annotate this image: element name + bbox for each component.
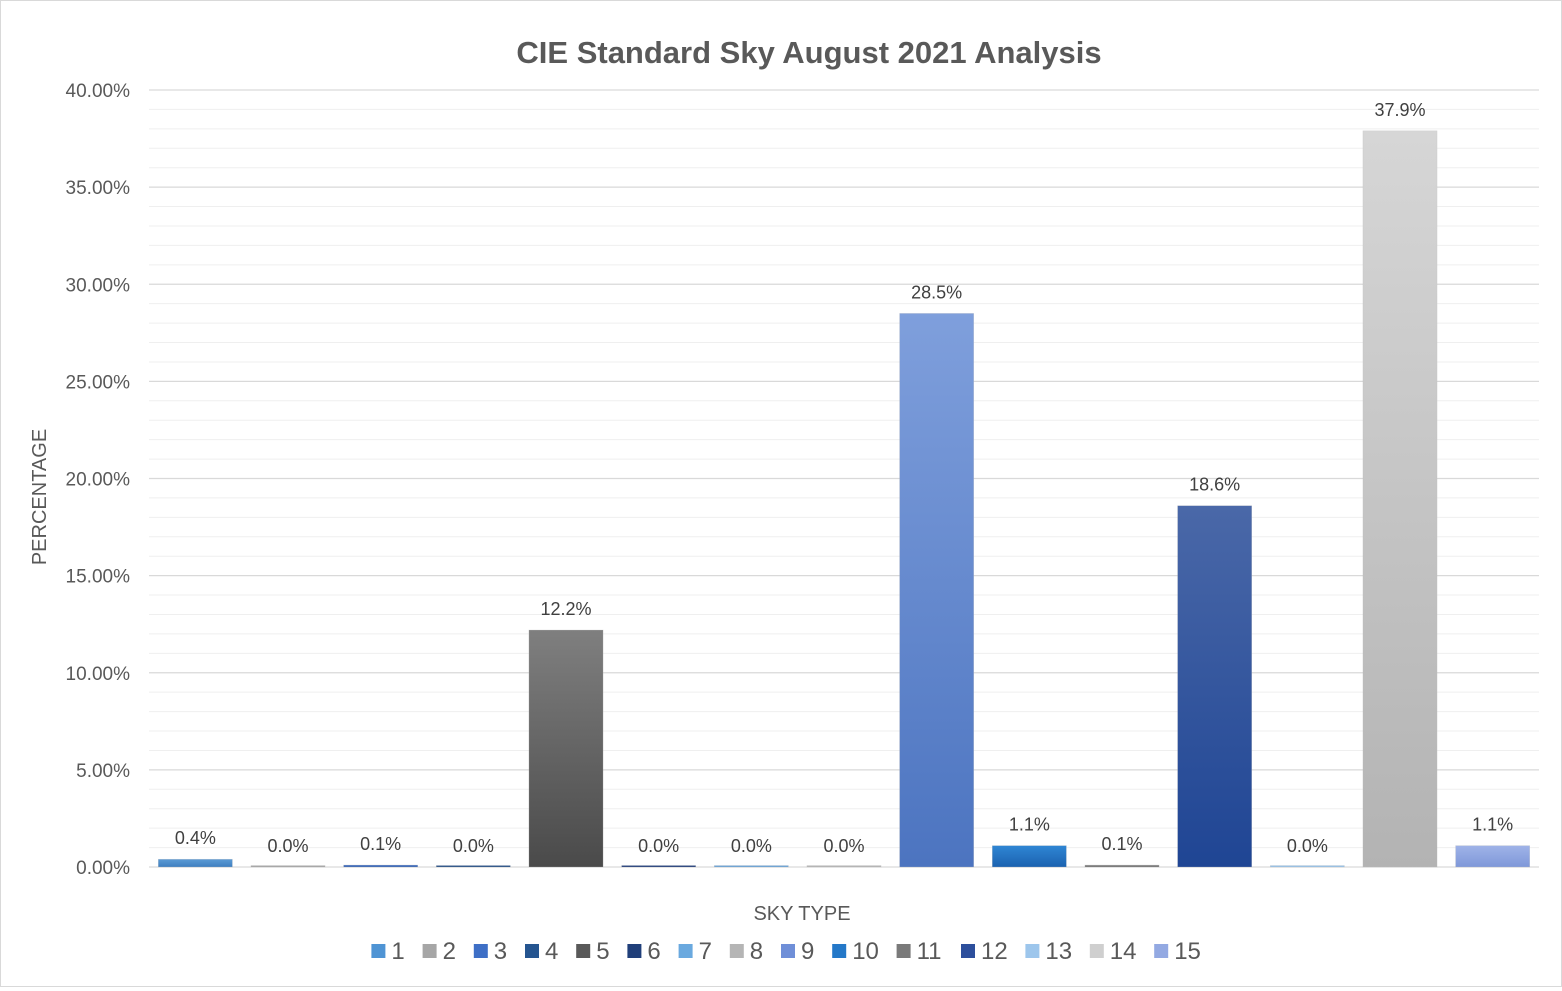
y-tick-label: 40.00% <box>66 81 131 102</box>
legend-swatch <box>781 944 795 958</box>
data-label: 0.0% <box>638 836 679 856</box>
data-label: 12.2% <box>540 599 591 619</box>
chart-title: CIE Standard Sky August 2021 Analysis <box>516 35 1101 70</box>
data-label: 0.0% <box>823 836 864 856</box>
data-labels: 0.4% 0.0% 0.1% 0.0% 12.2% 0.0% 0.0% 0.0% 28.5% 1.… <box>175 100 1513 856</box>
legend-label: 5 <box>596 938 609 965</box>
data-label: 0.0% <box>1287 836 1328 856</box>
legend-label: 3 <box>494 938 507 965</box>
legend-label: 12 <box>981 938 1008 965</box>
y-tick-label: 20.00% <box>66 470 131 491</box>
y-axis-label: PERCENTAGE <box>29 429 51 565</box>
data-label: 37.9% <box>1374 100 1425 120</box>
bar-sky-type-9 <box>899 313 974 868</box>
legend-swatch <box>422 944 437 958</box>
bar-sky-type-8 <box>806 865 882 868</box>
legend-label: 6 <box>647 938 660 965</box>
y-tick-label: 35.00% <box>66 178 131 199</box>
data-label: 1.1% <box>1009 815 1050 835</box>
gridlines <box>149 89 1539 868</box>
legend-swatch <box>832 944 847 958</box>
y-tick-label: 30.00% <box>66 275 131 296</box>
legend-swatch <box>729 944 744 958</box>
data-label: 28.5% <box>911 282 962 302</box>
y-tick-label: 5.00% <box>76 761 130 782</box>
legend-label: 2 <box>443 938 456 965</box>
bar-sky-type-15 <box>1455 845 1530 868</box>
bar-sky-type-3 <box>343 864 418 868</box>
legend: 1 2 3 4 5 6 7 8 9 10 11 12 13 14 15 <box>371 938 1201 965</box>
y-axis-ticks: 0.00% 5.00% 10.00% 15.00% 20.00% 25.00% 30.00%… <box>66 81 131 879</box>
bar-sky-type-12 <box>1177 505 1252 868</box>
legend-label: 9 <box>801 938 814 965</box>
bar-sky-type-6 <box>621 865 696 868</box>
legend-swatch <box>473 944 488 958</box>
bar-sky-type-2 <box>250 865 326 868</box>
bar-sky-type-1 <box>158 858 233 868</box>
data-label: 1.1% <box>1472 815 1513 835</box>
legend-label: 4 <box>545 938 558 965</box>
y-tick-label: 0.00% <box>76 858 130 879</box>
bar-sky-type-5 <box>528 629 604 868</box>
bar-sky-type-7 <box>714 865 789 868</box>
legend-swatch <box>896 944 911 958</box>
legend-label: 14 <box>1110 938 1137 965</box>
bar-sky-type-11 <box>1084 864 1160 868</box>
legend-label: 10 <box>852 938 879 965</box>
bar-sky-type-4 <box>436 865 511 868</box>
data-label: 0.0% <box>453 836 494 856</box>
legend-swatch <box>576 944 591 958</box>
legend-label: 8 <box>750 938 763 965</box>
legend-label: 15 <box>1174 938 1201 965</box>
legend-label: 7 <box>699 938 712 965</box>
legend-label: 11 <box>917 938 942 965</box>
y-tick-label: 10.00% <box>66 664 131 685</box>
data-label: 0.1% <box>1101 834 1142 854</box>
legend-swatch <box>961 944 975 958</box>
data-label: 18.6% <box>1189 475 1240 495</box>
legend-swatch <box>525 944 539 958</box>
data-label: 0.0% <box>267 836 308 856</box>
y-tick-label: 25.00% <box>66 372 131 393</box>
legend-swatch <box>678 944 693 958</box>
legend-swatch <box>627 944 642 958</box>
data-label: 0.1% <box>360 834 401 854</box>
data-label: 0.0% <box>731 836 772 856</box>
bar-sky-type-10 <box>992 845 1067 868</box>
x-axis-label: SKY TYPE <box>753 903 850 925</box>
bar-sky-type-14 <box>1362 130 1438 868</box>
data-label: 0.4% <box>175 828 216 848</box>
legend-swatch <box>1089 944 1104 958</box>
bars <box>158 130 1530 868</box>
y-tick-label: 15.00% <box>66 567 131 588</box>
bar-sky-type-13 <box>1270 865 1345 868</box>
legend-swatch <box>1025 944 1040 958</box>
legend-label: 1 <box>391 938 404 965</box>
legend-swatch <box>1154 944 1169 958</box>
legend-swatch <box>371 944 386 958</box>
legend-label: 13 <box>1045 938 1072 965</box>
